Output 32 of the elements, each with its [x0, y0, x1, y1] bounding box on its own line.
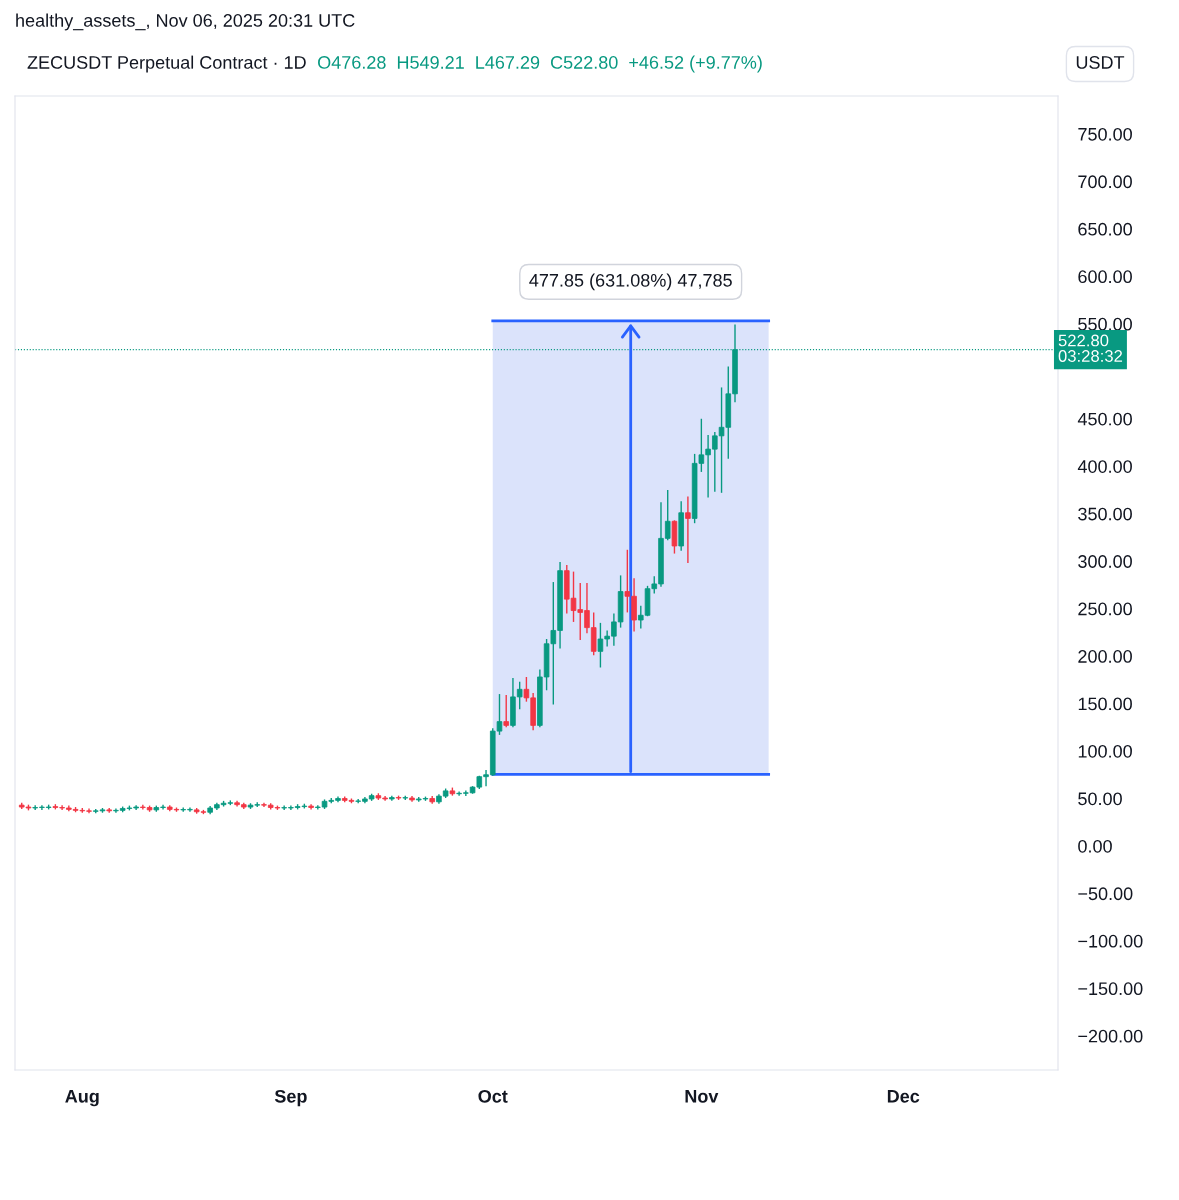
y-tick-label: 650.00: [1078, 222, 1132, 236]
y-tick-label: 600.00: [1078, 270, 1132, 284]
y-tick-label: 50.00: [1078, 792, 1122, 806]
y-tick-label: 100.00: [1078, 744, 1132, 758]
y-tick-label: −150.00: [1078, 982, 1143, 996]
y-tick-label: 400.00: [1077, 460, 1132, 473]
y-tick-label: 350.00: [1078, 507, 1132, 521]
y-tick-label: 150.00: [1078, 697, 1132, 711]
chart-title: ZECUSDT Perpetual Contract · 1D: [27, 55, 306, 73]
y-tick-label: −50.00: [1078, 887, 1133, 901]
y-tick-label: 550.00: [1078, 317, 1132, 331]
candlestick: [503, 694, 509, 728]
y-tick-label: 250.00: [1078, 602, 1132, 616]
y-tick-label: 200.00: [1078, 650, 1132, 663]
y-tick-label: 300.00: [1078, 555, 1132, 568]
x-tick-label: Nov: [685, 1090, 719, 1103]
chart-subtitle: O476.28 H549.21 L467.29 C522.80 +46.52 (+9.77%): [318, 55, 762, 73]
ref-line-label: 522.80 03:28:32: [1058, 334, 1123, 362]
y-tick-label: 750.00: [1078, 127, 1132, 141]
y-tick-label: 700.00: [1078, 175, 1132, 189]
x-tick-label: Oct: [478, 1089, 508, 1103]
x-tick-label: Sep: [274, 1089, 307, 1107]
y-tick-label: 450.00: [1077, 412, 1132, 426]
x-tick-label: Aug: [65, 1090, 99, 1107]
band-label: 477.85 (631.08%) 47,785: [529, 273, 732, 291]
y-tick-label: 0.00: [1078, 839, 1112, 853]
y-tick-label: −100.00: [1078, 934, 1143, 948]
y-tick-label: −200.00: [1078, 1029, 1143, 1043]
text: healthy_assets_, Nov 06, 2025 20:31 UTC: [16, 13, 355, 31]
candlestick: [685, 495, 691, 564]
x-tick-label: Dec: [887, 1090, 920, 1103]
text: USDT: [1076, 56, 1125, 69]
